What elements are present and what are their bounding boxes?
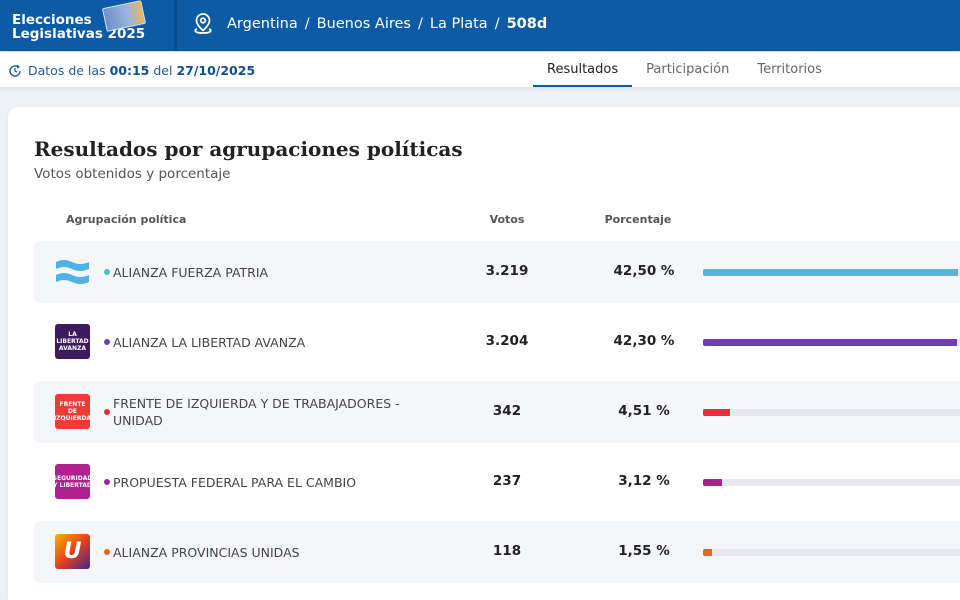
- party-logo-flag: [55, 254, 90, 289]
- brand-line2: Legislativas 2025: [12, 26, 146, 42]
- party-name: ALIANZA LA LIBERTAD AVANZA: [113, 334, 306, 350]
- tab-resultados[interactable]: Resultados: [533, 52, 633, 87]
- party-name: ALIANZA FUERZA PATRIA: [113, 264, 269, 280]
- stamp-time: 00:15: [109, 63, 150, 78]
- party-percent: 1,55 %: [618, 543, 670, 559]
- crumb-province[interactable]: Buenos Aires: [316, 16, 411, 32]
- party-logo: LA LIBERTAD AVANZA: [55, 324, 90, 359]
- divider: [174, 0, 177, 51]
- crumb-sep: /: [417, 16, 423, 32]
- data-timestamp: Datos de las 00:15 del 27/10/2025: [8, 63, 255, 78]
- percent-bar-fill: [703, 549, 713, 556]
- location-pin-icon: [194, 13, 212, 34]
- stamp-prefix: Datos de las: [28, 63, 106, 78]
- party-color-dot: [104, 549, 110, 555]
- party-row[interactable]: U ALIANZA PROVINCIAS UNIDAS 118 1,55 %: [34, 521, 960, 583]
- results-card: Resultados por agrupaciones políticas Vo…: [8, 107, 960, 600]
- party-votes: 3.204: [485, 333, 529, 349]
- party-percent: 42,30 %: [613, 333, 675, 349]
- party-votes: 118: [492, 543, 522, 559]
- crumb-city[interactable]: La Plata: [429, 16, 488, 32]
- crumb-sep: /: [494, 16, 500, 32]
- party-name: FRENTE DE IZQUIERDA Y DE TRABAJADORES - …: [113, 396, 400, 428]
- card-title: Resultados por agrupaciones políticas: [34, 137, 463, 161]
- sub-header: Datos de las 00:15 del 27/10/2025 Result…: [0, 51, 960, 87]
- party-percent: 3,12 %: [618, 473, 670, 489]
- percent-bar-fill: [703, 339, 957, 346]
- col-header-party: Agrupación política: [66, 213, 187, 226]
- breadcrumb: Argentina / Buenos Aires / La Plata / 508d: [192, 12, 547, 36]
- party-votes: 3.219: [485, 263, 529, 279]
- party-percent: 42,50 %: [613, 263, 675, 279]
- percent-bar-fill: [703, 409, 731, 416]
- party-name: ALIANZA PROVINCIAS UNIDAS: [113, 544, 300, 560]
- percent-bar-track: [703, 409, 960, 416]
- percent-bar-track: [703, 479, 960, 486]
- top-bar: Elecciones Legislativas 2025 Argentina / …: [0, 0, 960, 51]
- party-name: PROPUESTA FEDERAL PARA EL CAMBIO: [113, 474, 357, 490]
- card-subtitle: Votos obtenidos y porcentaje: [34, 166, 231, 182]
- party-row[interactable]: SEGURIDAD Y LIBERTAD PROPUESTA FEDERAL PA…: [34, 451, 960, 513]
- percent-bar-fill: [703, 479, 722, 486]
- percent-bar-track: [703, 269, 960, 276]
- percent-bar-track: [703, 339, 960, 346]
- party-votes: 342: [492, 403, 522, 419]
- party-row[interactable]: ALIANZA FUERZA PATRIA 3.219 42,50 %: [34, 241, 960, 303]
- party-color-dot: [104, 269, 110, 275]
- party-percent: 4,51 %: [618, 403, 670, 419]
- percent-bar-fill: [703, 269, 958, 276]
- stamp-date: 27/10/2025: [176, 63, 256, 78]
- col-header-percent: Porcentaje: [604, 213, 672, 226]
- refresh-clock-icon: [9, 64, 21, 77]
- brand-logo[interactable]: Elecciones Legislativas 2025: [12, 0, 172, 42]
- party-row[interactable]: FRENTE DE IZQUIERDA FRENTE DE IZQUIERDA Y…: [34, 381, 960, 443]
- party-color-dot: [104, 339, 110, 345]
- brand-line1: Elecciones: [12, 12, 92, 28]
- crumb-circuit: 508d: [506, 16, 548, 32]
- tab-participacion[interactable]: Participación: [646, 62, 730, 77]
- tabs: Resultados Participación Territorios: [533, 52, 836, 87]
- crumb-country[interactable]: Argentina: [227, 16, 298, 32]
- party-logo: U: [55, 534, 90, 569]
- party-logo: SEGURIDAD Y LIBERTAD: [55, 464, 90, 499]
- tab-territorios[interactable]: Territorios: [757, 62, 822, 77]
- party-votes: 237: [492, 473, 522, 489]
- stamp-mid: del: [153, 63, 173, 78]
- crumb-sep: /: [304, 16, 310, 32]
- party-logo: FRENTE DE IZQUIERDA: [55, 394, 90, 429]
- percent-bar-track: [703, 549, 960, 556]
- col-header-votes: Votos: [489, 213, 525, 226]
- party-color-dot: [104, 409, 110, 415]
- party-row[interactable]: LA LIBERTAD AVANZA ALIANZA LA LIBERTAD AV…: [34, 311, 960, 373]
- party-color-dot: [104, 479, 110, 485]
